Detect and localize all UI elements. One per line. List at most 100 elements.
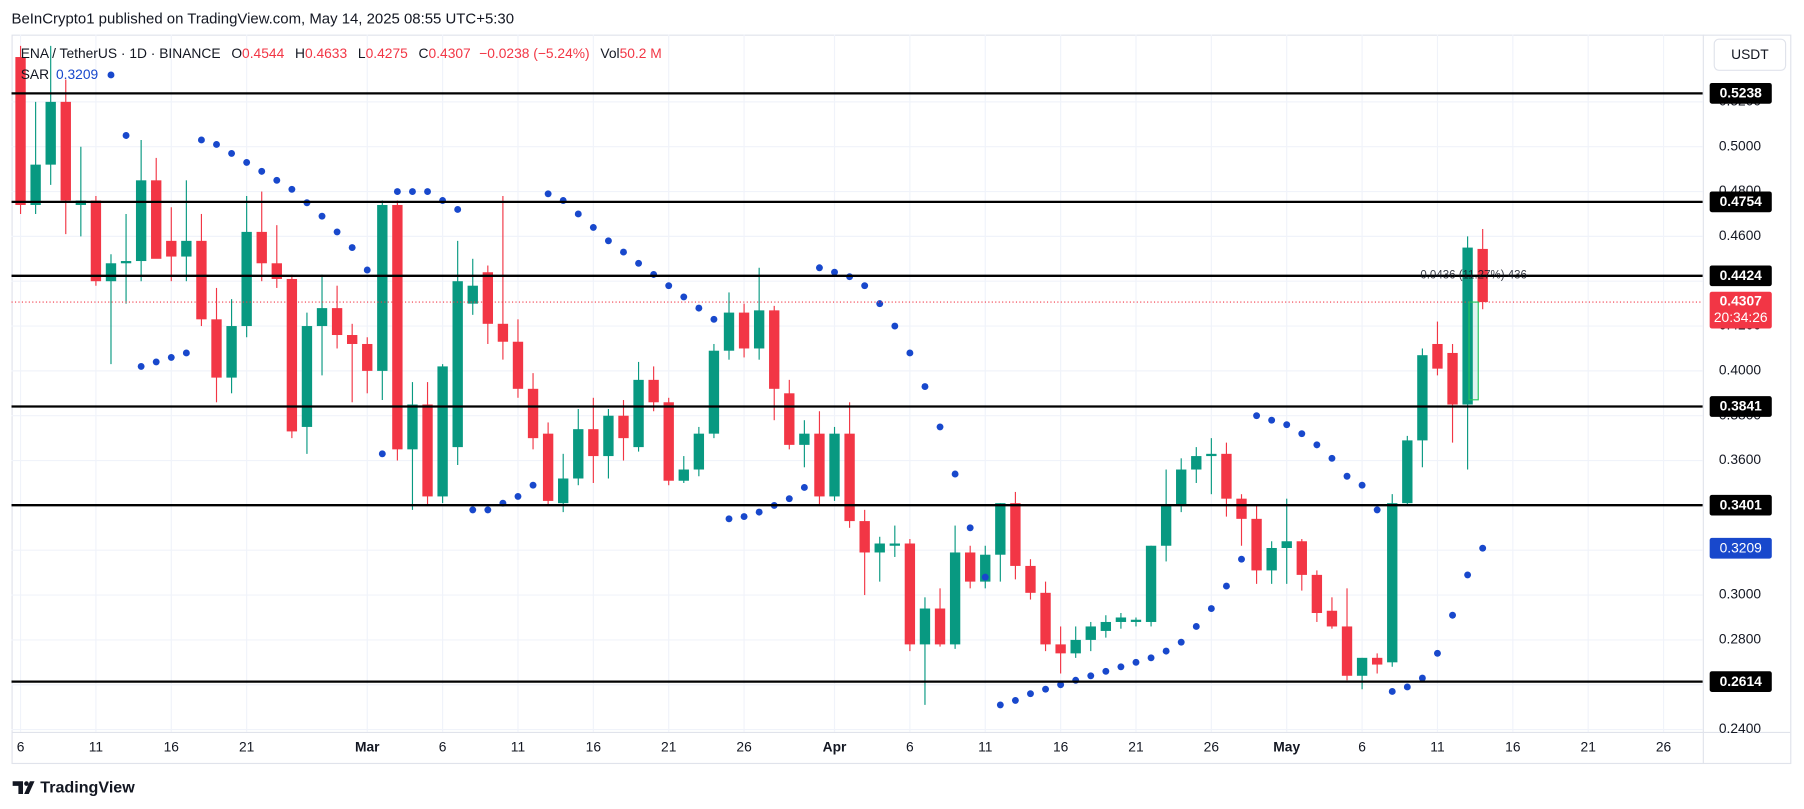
currency-button[interactable] — [1713, 38, 1787, 71]
sar-dot — [484, 506, 492, 514]
sar-dot — [785, 495, 793, 503]
candle-body — [407, 404, 418, 450]
sar-dot — [152, 358, 160, 366]
candle-body — [196, 240, 207, 320]
candle-body — [45, 101, 56, 165]
level-label: 0.3401 — [1720, 497, 1763, 512]
candle-body — [573, 429, 584, 479]
volume-value: 50.2 M — [620, 46, 662, 61]
sar-dot — [1434, 649, 1441, 657]
sar-dot — [1418, 674, 1426, 682]
level-label: 0.2614 — [1720, 674, 1763, 689]
x-tick-label: 6 — [17, 740, 25, 755]
sar-dot — [122, 132, 130, 139]
sar-dot — [424, 188, 431, 195]
candle-body — [708, 350, 720, 434]
sar-dot — [318, 212, 326, 220]
sar-dot — [921, 383, 929, 391]
level-label: 0.4754 — [1720, 194, 1763, 209]
level-label-box — [1709, 494, 1772, 516]
candle-body — [422, 404, 433, 497]
x-tick-label: 11 — [978, 740, 992, 755]
sar-dot — [1132, 658, 1140, 666]
sar-dot — [1464, 571, 1472, 579]
sar-dot — [1162, 647, 1170, 655]
sar-dot — [378, 450, 386, 458]
sar-dot — [1328, 454, 1336, 462]
x-tick-label: 16 — [586, 740, 602, 755]
plot-area — [11, 45, 1703, 709]
sar-dot — [1343, 472, 1351, 480]
candle-body — [346, 335, 358, 344]
sar-dot — [800, 484, 808, 491]
countdown: 20:34:26 — [1714, 310, 1768, 325]
candle-body — [497, 323, 509, 342]
candle-body — [241, 231, 252, 327]
sar-dot — [876, 300, 884, 308]
sar-dot — [1147, 654, 1155, 662]
y-tick-label: 0.2800 — [1719, 632, 1762, 647]
sar-dot — [1042, 685, 1050, 693]
candle-body — [995, 503, 1006, 555]
candle-body — [663, 402, 674, 481]
x-tick-label: 16 — [1053, 740, 1069, 755]
candle-body — [1296, 541, 1307, 575]
candle-body — [1176, 469, 1187, 506]
candle-body — [1371, 657, 1383, 665]
candle-body — [181, 240, 192, 257]
x-tick-label: Mar — [355, 740, 380, 755]
x-tick-label: 6 — [906, 740, 914, 755]
level-label-box — [1709, 191, 1772, 213]
sar-dot — [665, 282, 673, 290]
sar-dot — [288, 185, 296, 193]
sar-legend: SAR 0.3209 — [21, 67, 99, 82]
sar-dot — [1449, 611, 1456, 619]
candle-body — [1010, 503, 1021, 566]
sar-price-label: 0.3209 — [1720, 540, 1763, 555]
candle-body — [980, 554, 991, 582]
candle-body — [889, 543, 900, 546]
volume-label: Vol — [600, 46, 619, 61]
sar-value: 0.3209 — [56, 67, 99, 82]
logo-icon — [12, 781, 35, 794]
close-value: 0.4307 — [429, 46, 471, 61]
candle-body — [1085, 626, 1096, 640]
sar-price-box — [1709, 537, 1772, 559]
sar-dot — [107, 71, 115, 79]
sar-dot — [197, 136, 205, 144]
price-axis: 0.24000.26000.28000.30000.32000.34000.36… — [1709, 82, 1772, 736]
candle-body — [1281, 541, 1292, 548]
candle-body — [618, 415, 629, 439]
candle-body — [256, 231, 267, 264]
level-label: 0.4424 — [1720, 268, 1763, 283]
candle-body — [603, 415, 614, 457]
candle-body — [467, 285, 478, 304]
sar-dot — [710, 315, 718, 323]
brand: TradingView — [40, 778, 135, 796]
candle-body — [452, 281, 463, 448]
level-label-box — [1709, 396, 1772, 417]
x-tick-label: 6 — [1358, 740, 1366, 755]
candle-body — [1341, 626, 1353, 676]
candle-body — [120, 261, 132, 264]
sar-dot — [393, 188, 401, 195]
candle-body — [1236, 498, 1247, 519]
sar-dot — [514, 492, 522, 500]
candle-body — [1191, 456, 1202, 470]
sar-dot — [1011, 696, 1019, 704]
sar-dot — [243, 158, 251, 166]
candle-body — [1447, 352, 1458, 405]
sar-dot — [1298, 430, 1306, 438]
sar-dot — [1283, 421, 1291, 429]
candle-body — [1055, 644, 1066, 654]
candle-body — [678, 469, 689, 481]
candle-body — [1070, 639, 1081, 654]
candle-body — [1115, 617, 1127, 622]
candle-body — [1100, 621, 1112, 631]
x-tick-label: 21 — [1581, 740, 1596, 755]
low-value: 0.4275 — [366, 46, 409, 61]
sar-dot — [831, 268, 838, 276]
candle-body — [829, 433, 840, 497]
